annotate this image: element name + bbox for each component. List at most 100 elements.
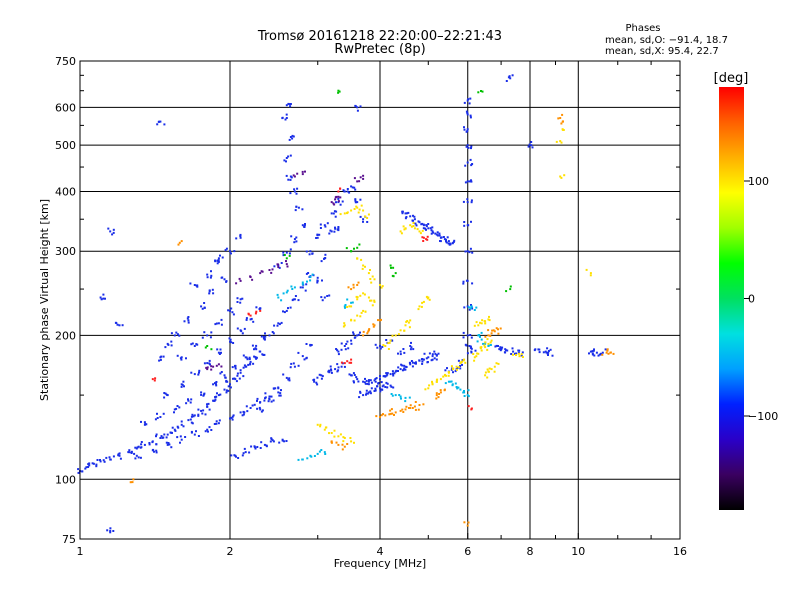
data-point <box>385 381 388 384</box>
data-point <box>403 367 406 370</box>
data-point <box>190 398 193 401</box>
data-point <box>407 321 410 324</box>
data-point <box>107 227 110 230</box>
data-point <box>268 269 271 271</box>
data-point <box>427 223 430 225</box>
data-point <box>367 272 370 275</box>
data-point <box>563 174 566 177</box>
data-point <box>346 190 349 193</box>
data-point <box>154 377 157 380</box>
data-point <box>293 238 296 241</box>
data-point <box>417 308 420 311</box>
data-point <box>242 413 245 416</box>
data-point <box>591 350 594 353</box>
data-point <box>390 408 393 411</box>
data-point <box>493 330 496 333</box>
x-tick-label: 10 <box>571 545 585 558</box>
data-point <box>392 372 394 375</box>
data-point <box>459 388 462 391</box>
data-point <box>243 327 246 330</box>
data-point <box>187 399 190 402</box>
data-point <box>307 272 310 274</box>
data-point <box>515 352 518 355</box>
data-point <box>445 240 447 243</box>
data-point <box>371 304 374 307</box>
data-point <box>285 251 288 254</box>
data-point <box>430 232 433 235</box>
data-point <box>409 224 412 227</box>
data-point <box>444 373 446 376</box>
y-tick-label: 200 <box>55 329 76 342</box>
data-point <box>212 383 215 386</box>
data-point <box>470 304 472 306</box>
data-point <box>277 322 280 325</box>
data-point <box>551 354 554 357</box>
data-point <box>409 404 412 407</box>
data-point <box>279 392 282 395</box>
data-point <box>454 370 457 373</box>
data-point <box>209 276 212 279</box>
data-point <box>285 157 288 159</box>
data-point <box>405 366 408 368</box>
data-point <box>250 445 253 448</box>
data-point <box>456 367 459 369</box>
data-point <box>370 281 373 284</box>
data-point <box>118 454 121 457</box>
data-point <box>367 330 370 333</box>
data-point <box>468 180 471 183</box>
data-point <box>255 348 258 351</box>
data-point <box>319 425 322 428</box>
data-point <box>403 351 406 354</box>
data-point <box>362 174 365 177</box>
data-point <box>466 180 469 183</box>
data-point <box>159 358 162 361</box>
data-point <box>470 220 472 223</box>
data-point <box>219 254 221 257</box>
data-point <box>549 348 552 351</box>
data-point <box>233 454 236 457</box>
data-point <box>263 336 265 338</box>
data-point <box>403 364 406 367</box>
data-point <box>206 405 209 408</box>
data-point <box>538 351 541 354</box>
data-point <box>249 318 252 321</box>
data-point <box>397 333 400 336</box>
data-point <box>239 235 242 237</box>
data-point <box>337 435 340 438</box>
data-point <box>318 450 321 453</box>
data-point <box>353 247 355 250</box>
data-point <box>364 377 366 380</box>
data-point <box>431 353 434 356</box>
data-point <box>116 323 119 326</box>
data-point <box>456 368 458 371</box>
data-point <box>427 387 430 390</box>
data-point <box>408 407 410 409</box>
data-point <box>421 360 424 363</box>
data-point <box>215 384 218 387</box>
data-point <box>277 386 280 389</box>
x-tick-label: 4 <box>377 545 384 558</box>
data-point <box>352 283 355 286</box>
data-point <box>350 318 353 321</box>
data-point <box>428 298 431 301</box>
data-point <box>404 217 407 220</box>
data-point <box>365 392 368 395</box>
data-point <box>489 341 492 344</box>
data-point <box>210 429 213 431</box>
data-point <box>384 386 387 388</box>
data-point <box>501 346 504 349</box>
data-point <box>176 436 179 439</box>
data-point <box>102 297 105 300</box>
data-point <box>353 381 355 384</box>
data-point <box>208 408 211 411</box>
data-point <box>511 347 514 350</box>
data-point <box>449 380 452 383</box>
data-point <box>439 389 442 392</box>
data-point <box>210 348 213 351</box>
data-point <box>430 359 433 362</box>
data-point <box>225 247 228 250</box>
data-point <box>360 311 363 314</box>
data-point <box>254 312 257 315</box>
stats-line-o: mean, sd,O: −91.4, 18.7 <box>605 35 728 46</box>
data-point <box>99 459 101 461</box>
